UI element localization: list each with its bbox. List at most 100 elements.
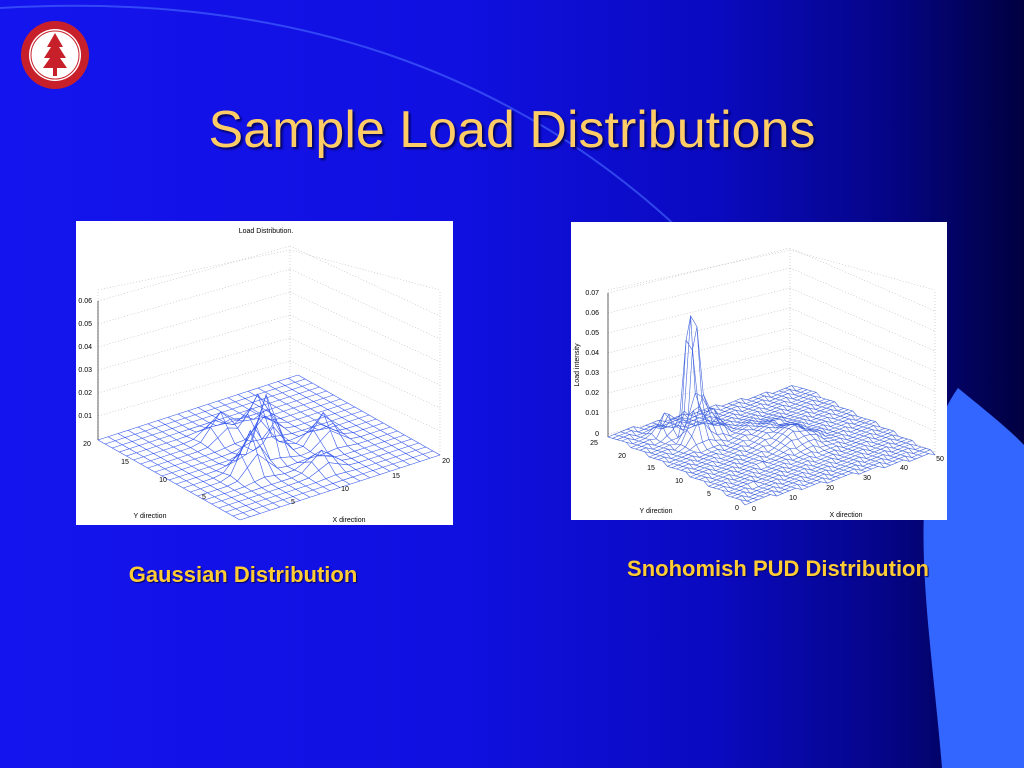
box-line	[289, 291, 441, 363]
box-line	[289, 360, 441, 432]
mesh-line	[778, 390, 917, 460]
x-tick-label: 15	[392, 473, 400, 480]
mesh-line	[154, 406, 355, 473]
surface-mesh	[97, 374, 441, 521]
box-line	[97, 314, 291, 371]
plot-caption: Gaussian Distribution	[128, 562, 358, 587]
mesh-line	[726, 443, 917, 496]
box-line	[289, 337, 441, 409]
box-line	[97, 268, 291, 325]
box-line	[289, 314, 441, 386]
box-line	[97, 337, 291, 394]
mesh-line	[717, 438, 908, 490]
x-tick-label: 20	[826, 485, 834, 492]
y-tick-label: 20	[618, 453, 626, 460]
box-line	[607, 267, 791, 314]
y-axis-label: Y direction	[640, 508, 673, 515]
box-line	[607, 287, 791, 334]
mesh-line	[712, 437, 904, 488]
mesh-line	[635, 339, 826, 450]
mesh-line	[207, 393, 351, 485]
surface-mesh	[607, 314, 936, 506]
mesh-line	[133, 394, 334, 461]
mesh-line	[112, 382, 313, 449]
box-line	[289, 268, 441, 340]
mesh-line	[297, 374, 441, 456]
y-tick-label: 20	[83, 441, 91, 448]
box-line	[789, 327, 936, 392]
x-tick-label: 30	[863, 475, 871, 482]
mesh-line	[168, 414, 370, 481]
y-tick-label: 25	[590, 440, 598, 447]
y-axis-label: Y direction	[134, 513, 167, 520]
mesh-line	[287, 377, 431, 459]
box-line	[789, 247, 936, 312]
box-line	[789, 347, 936, 412]
mesh-line	[105, 378, 306, 445]
box-line	[97, 249, 291, 291]
z-tick-label: 0.03	[585, 370, 599, 377]
z-axis-label: Load intensity	[574, 343, 581, 387]
box-line	[789, 249, 936, 291]
x-axis-label: X direction	[829, 512, 862, 519]
z-tick-label: 0.05	[585, 330, 599, 337]
mesh-line	[699, 429, 890, 480]
mesh-line	[797, 386, 936, 456]
mesh-line	[772, 393, 910, 462]
y-tick-label: 15	[647, 465, 655, 472]
z-tick-label: 0.01	[78, 413, 92, 420]
y-tick-label: 10	[159, 477, 167, 484]
box-line	[97, 245, 291, 302]
mesh-line	[614, 434, 752, 503]
mesh-line	[607, 436, 746, 506]
z-tick-label: 0.07	[585, 290, 599, 297]
box-line	[607, 249, 791, 291]
mesh-line	[217, 400, 361, 482]
surface-plot: Load Distribution. 0.01 0.02 0.03 0.04 0.05 0.…	[78, 228, 450, 524]
x-tick-label: 10	[789, 495, 797, 502]
y-tick-label: 5	[202, 494, 206, 501]
decor-arc	[0, 4, 681, 231]
mesh-line	[237, 394, 381, 475]
plot-title: Load Distribution.	[239, 228, 294, 235]
y-tick-label: 0	[735, 505, 739, 512]
mesh-line	[644, 392, 835, 454]
z-tick-label: 0.06	[78, 298, 92, 305]
plot-panel: 0 0.01 0.02 0.03 0.04 0.05 0.06 0.07 25 20 15 10 5 0 0…	[571, 222, 947, 520]
x-tick-label: 50	[936, 456, 944, 463]
mesh-line	[740, 449, 931, 502]
mesh-line	[257, 387, 401, 469]
box-line	[789, 287, 936, 352]
decor-shape	[923, 388, 1024, 768]
box-line	[607, 347, 791, 394]
z-tick-label: 0	[595, 431, 599, 438]
box-line	[607, 307, 791, 354]
box-line	[607, 367, 791, 414]
z-tick-label: 0.06	[585, 310, 599, 317]
mesh-line	[612, 388, 803, 439]
z-tick-label: 0.03	[78, 367, 92, 374]
slide-title: Sample Load Distributions	[208, 101, 816, 159]
logo	[21, 21, 89, 89]
mesh-line	[791, 385, 929, 454]
x-axis-label: X direction	[332, 517, 365, 524]
box-line	[289, 245, 441, 317]
y-tick-label: 5	[707, 491, 711, 498]
box-line	[97, 291, 291, 348]
plot-panel: Load Distribution. 0.01 0.02 0.03 0.04 0.05 0.…	[76, 221, 453, 525]
mesh-line	[617, 389, 808, 440]
mesh-line	[626, 392, 817, 445]
mesh-line	[227, 397, 371, 479]
mesh-line	[119, 386, 320, 453]
z-tick-label: 0.02	[585, 390, 599, 397]
z-tick-label: 0.01	[585, 410, 599, 417]
y-tick-label: 10	[675, 478, 683, 485]
box-line	[289, 249, 441, 291]
mesh-line	[97, 374, 299, 441]
y-tick-label: 15	[121, 459, 129, 466]
mesh-line	[161, 410, 362, 477]
z-tick-label: 0.05	[78, 321, 92, 328]
